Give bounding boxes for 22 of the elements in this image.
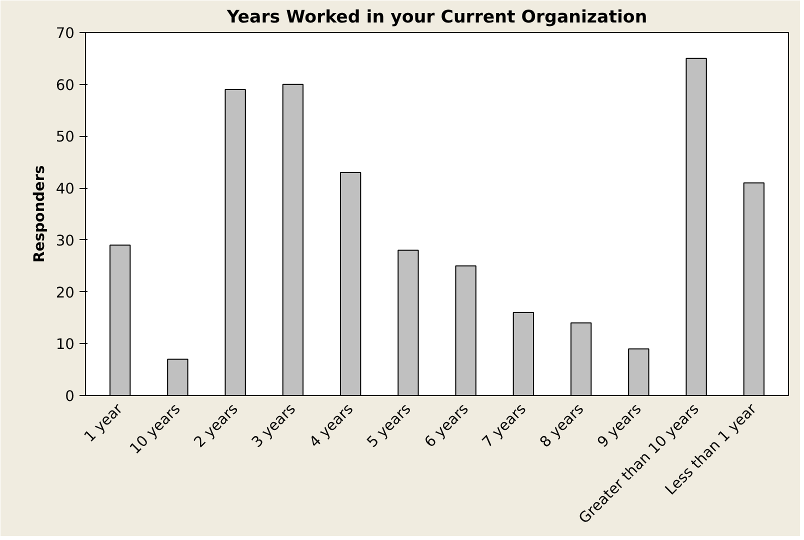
bar <box>628 348 650 396</box>
y-axis-title: Responders <box>30 165 48 263</box>
bar <box>282 84 304 396</box>
chart-title: Years Worked in your Current Organization <box>226 8 648 28</box>
y-tick-label: 30 <box>56 232 75 250</box>
y-tick-label: 0 <box>65 388 75 405</box>
bar <box>224 89 246 396</box>
y-tick-label: 40 <box>56 180 75 198</box>
bar <box>398 250 419 396</box>
y-tick-label: 10 <box>56 336 75 354</box>
bar <box>512 312 534 396</box>
bar <box>686 58 707 396</box>
y-tick-label: 60 <box>56 76 75 94</box>
bar <box>455 265 476 396</box>
bar <box>109 244 131 396</box>
y-tick-label: 70 <box>56 25 75 42</box>
bar <box>743 182 765 396</box>
y-tick-label: 50 <box>56 128 75 146</box>
y-tick-label: 20 <box>56 284 75 302</box>
bar <box>167 358 188 396</box>
bar <box>570 322 592 396</box>
bar <box>340 172 362 396</box>
